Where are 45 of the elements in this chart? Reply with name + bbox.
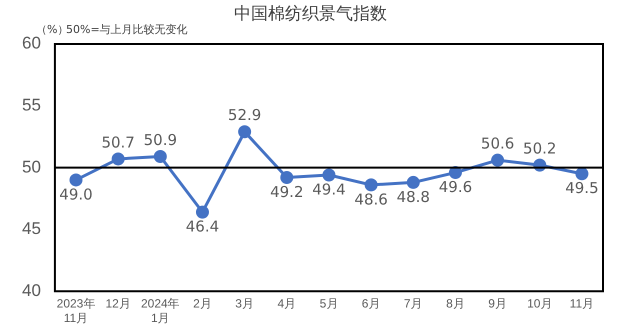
x-tick-label: 2月 xyxy=(193,296,212,311)
y-tick-label: 55 xyxy=(22,95,41,114)
data-label: 49.6 xyxy=(438,178,472,196)
data-label: 48.6 xyxy=(354,190,388,208)
data-label: 52.9 xyxy=(228,106,262,124)
x-tick-label: 2023年 11月 xyxy=(56,296,96,326)
point xyxy=(196,206,209,219)
point xyxy=(491,154,504,167)
point xyxy=(575,167,588,180)
x-tick-label: 7月 xyxy=(404,296,423,311)
point xyxy=(448,166,462,180)
data-label: 50.7 xyxy=(101,133,135,152)
point xyxy=(238,125,252,138)
point xyxy=(69,173,82,186)
data-label: 49.0 xyxy=(59,185,93,204)
point xyxy=(154,150,167,163)
x-tick-label: 8月 xyxy=(446,296,465,311)
point xyxy=(322,168,336,182)
data-label: 49.2 xyxy=(270,182,304,201)
point xyxy=(364,178,378,192)
y-tick-label: 60 xyxy=(22,34,41,53)
data-label: 48.8 xyxy=(396,188,430,206)
x-tick-label: 2024年 1月 xyxy=(140,296,180,326)
x-tick-label: 4月 xyxy=(277,296,296,311)
data-label: 50.9 xyxy=(144,130,178,149)
data-label: 49.5 xyxy=(565,179,599,198)
y-tick-label: 45 xyxy=(22,219,41,238)
x-tick-label: 6月 xyxy=(362,296,380,311)
y-tick-label: 40 xyxy=(22,280,41,300)
data-label: 46.4 xyxy=(186,217,220,236)
y-tick-label: 50 xyxy=(22,157,41,176)
chart-title: 中国棉纺织景气指数 xyxy=(234,4,387,24)
x-tick-label: 3月 xyxy=(235,296,254,311)
x-tick-label: 10月 xyxy=(527,296,552,311)
text: 50%=与上月比较无变化 xyxy=(66,22,188,37)
point xyxy=(280,170,294,184)
data-label: 50.2 xyxy=(523,140,556,158)
data-label: 50.6 xyxy=(480,134,514,153)
point xyxy=(112,152,125,166)
x-tick-label: 12月 xyxy=(105,296,131,311)
x-tick-label: 9月 xyxy=(488,296,507,311)
point xyxy=(406,176,420,189)
x-tick-label: 5月 xyxy=(320,296,338,311)
x-tick-label: 11月 xyxy=(570,296,594,311)
data-label: 49.4 xyxy=(312,180,346,198)
